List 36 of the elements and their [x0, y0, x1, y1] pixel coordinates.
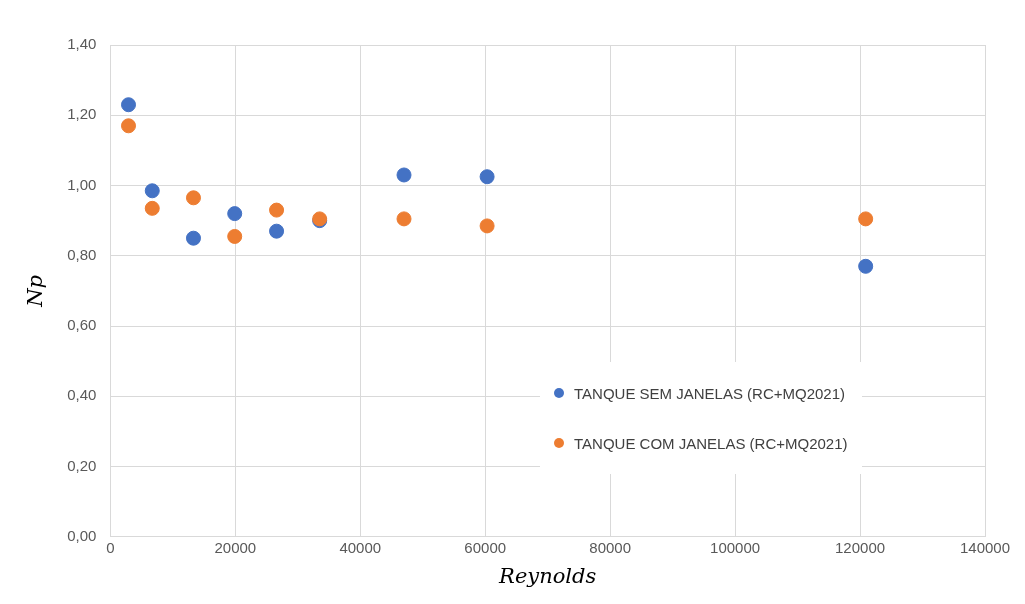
- x-tick-label: 100000: [710, 538, 761, 556]
- x-tick-label: 80000: [589, 538, 632, 556]
- point: [121, 118, 137, 134]
- x-tick-label: 40000: [339, 538, 382, 556]
- point: [269, 223, 285, 239]
- point: [227, 228, 243, 244]
- x-tick-label: 0: [106, 538, 115, 556]
- y-tick-label: 0,00: [67, 526, 97, 544]
- point: [269, 202, 285, 218]
- x-tick-label: 20000: [214, 538, 257, 556]
- y-tick-label: 0,40: [67, 386, 97, 404]
- y-tick-label: 1,20: [67, 105, 97, 123]
- point: [121, 97, 137, 113]
- point: [185, 190, 201, 206]
- point: [396, 211, 412, 227]
- legend-label: TANQUE SEM JANELAS (RC+MQ2021): [574, 384, 846, 402]
- point: [396, 167, 412, 183]
- x-axis-title: Reynolds: [498, 563, 597, 588]
- point: [858, 258, 874, 274]
- y-tick-label: 1,00: [67, 175, 97, 193]
- point: [479, 169, 495, 185]
- point: [144, 183, 160, 199]
- y-tick-label: 1,40: [67, 35, 97, 53]
- y-axis-title: Np: [23, 274, 48, 308]
- point: [144, 200, 160, 216]
- x-tick-label: 140000: [959, 538, 1011, 556]
- y-tick-label: 0,60: [67, 316, 97, 334]
- y-tick-label: 0,80: [67, 245, 97, 263]
- x-tick-label: 60000: [464, 538, 507, 556]
- point: [185, 230, 201, 246]
- point: [858, 211, 874, 227]
- point: [479, 218, 495, 234]
- point: [227, 206, 243, 222]
- y-tick-label: 0,20: [67, 456, 97, 474]
- x-tick-label: 120000: [835, 538, 886, 556]
- legend-label: TANQUE COM JANELAS (RC+MQ2021): [574, 434, 848, 452]
